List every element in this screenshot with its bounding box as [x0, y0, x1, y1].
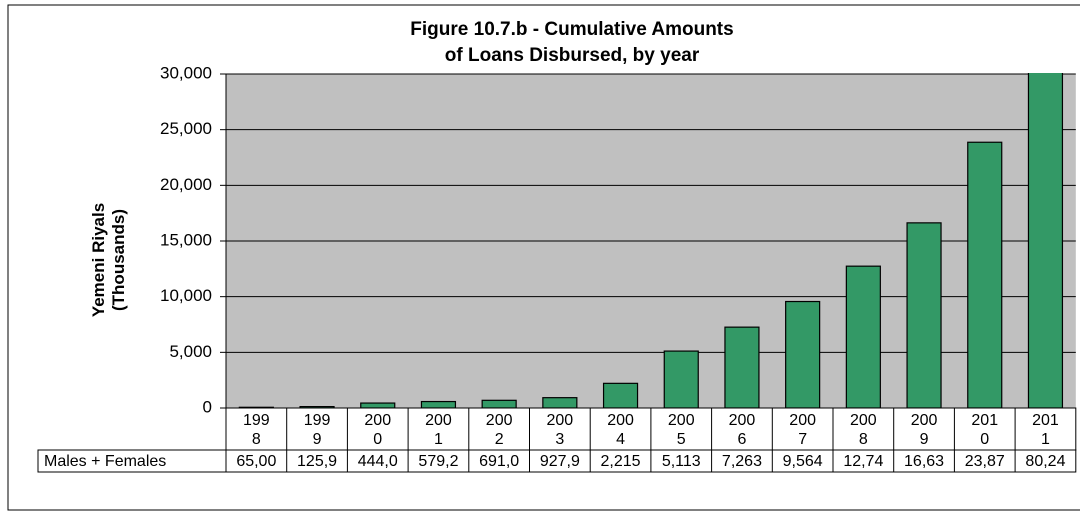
bar [785, 300, 821, 408]
x-label-line: 200 [911, 412, 938, 429]
table-value: 444,0 [358, 453, 398, 470]
bar [360, 402, 396, 408]
x-label-line: 201 [971, 412, 998, 429]
x-tick-label: 200 3 [546, 412, 573, 448]
x-label-line: 200 [425, 412, 452, 429]
table-value: 23,87 [965, 453, 1005, 470]
bar [967, 141, 1003, 408]
table-value: 7,263 [722, 453, 762, 470]
table-data-row [37, 449, 1077, 473]
x-label-line: 1 [1041, 431, 1050, 448]
x-tick-label: 200 9 [911, 412, 938, 448]
table-value: 125,9 [297, 453, 337, 470]
bar [906, 222, 942, 408]
x-label-line: 0 [373, 431, 382, 448]
x-tick-label: 200 7 [789, 412, 816, 448]
y-tick-label: 10,000 [160, 286, 212, 305]
table-value: 927,9 [540, 453, 580, 470]
x-tick-label: 199 8 [243, 412, 270, 448]
y-axis-label: Yemeni Riyals(Thousands) [89, 203, 128, 317]
x-tick-label: 200 4 [607, 412, 634, 448]
bars [238, 73, 1064, 408]
x-label-line: 200 [789, 412, 816, 429]
table-value: 691,0 [479, 453, 519, 470]
bar [663, 350, 699, 408]
title-line: Figure 10.7.b - Cumulative Amounts [410, 19, 733, 40]
x-label-line: 200 [546, 412, 573, 429]
x-tick-label: 200 8 [850, 412, 877, 448]
x-label-line: 8 [252, 431, 261, 448]
x-label-line: 0 [980, 431, 989, 448]
bar [542, 397, 578, 408]
x-label-line: 1 [434, 431, 443, 448]
x-label-line: 199 [243, 412, 270, 429]
x-label-line: 9 [920, 431, 929, 448]
table-value: 579,2 [418, 453, 458, 470]
y-tick-label: 20,000 [160, 175, 212, 194]
table-series-name: Males + Females [44, 453, 166, 470]
x-label-line: 200 [668, 412, 695, 429]
chart-title: Figure 10.7.b - Cumulative Amounts of Loa… [410, 19, 733, 66]
x-label-line: 200 [850, 412, 877, 429]
x-label-line: 201 [1032, 412, 1059, 429]
x-label-line: 5 [677, 431, 686, 448]
x-label-line: 3 [555, 431, 564, 448]
y-tick-label: 15,000 [160, 230, 212, 249]
y-tick-label: 25,000 [160, 119, 212, 138]
x-label-line: 8 [859, 431, 868, 448]
x-label-line: 6 [737, 431, 746, 448]
bar [602, 382, 639, 408]
x-tick-label: 201 0 [971, 412, 998, 448]
table-value: 16,63 [904, 453, 944, 470]
table-value: 5,113 [662, 453, 701, 470]
bar [299, 405, 335, 408]
y-tick-label: 5,000 [169, 342, 212, 361]
title-line: of Loans Disbursed, by year [445, 45, 700, 66]
x-tick-label: 199 9 [304, 412, 331, 448]
table-value: 12,74 [843, 453, 883, 470]
y-label-line: Yemeni Riyals [89, 203, 108, 317]
x-tick-label: 200 0 [364, 412, 391, 448]
x-label-line: 9 [313, 431, 322, 448]
x-label-line: 200 [607, 412, 634, 429]
x-label-line: 2 [495, 431, 504, 448]
y-tick-label: 0 [203, 397, 212, 416]
bar [724, 326, 760, 408]
bar [1027, 73, 1064, 408]
bar [420, 400, 457, 408]
x-label-line: 200 [729, 412, 756, 429]
x-label-line: 7 [798, 431, 807, 448]
table-value: 2,215 [601, 453, 641, 470]
x-label-line: 4 [616, 431, 625, 448]
table-value: 80,24 [1025, 453, 1065, 470]
y-tick-label: 30,000 [160, 63, 212, 82]
x-label-line: 199 [304, 412, 331, 429]
x-tick-label: 200 1 [425, 412, 452, 448]
table-value: 9,564 [783, 453, 823, 470]
x-tick-label: 200 6 [729, 412, 756, 448]
x-label-line: 200 [364, 412, 391, 429]
x-label-line: 200 [486, 412, 513, 429]
y-label-line: (Thousands) [109, 209, 128, 311]
x-tick-label: 200 5 [668, 412, 695, 448]
x-tick-label: 201 1 [1032, 412, 1059, 448]
table-value: 65,00 [236, 453, 276, 470]
x-tick-label: 200 2 [486, 412, 513, 448]
bar [481, 399, 517, 408]
bar [845, 265, 881, 408]
